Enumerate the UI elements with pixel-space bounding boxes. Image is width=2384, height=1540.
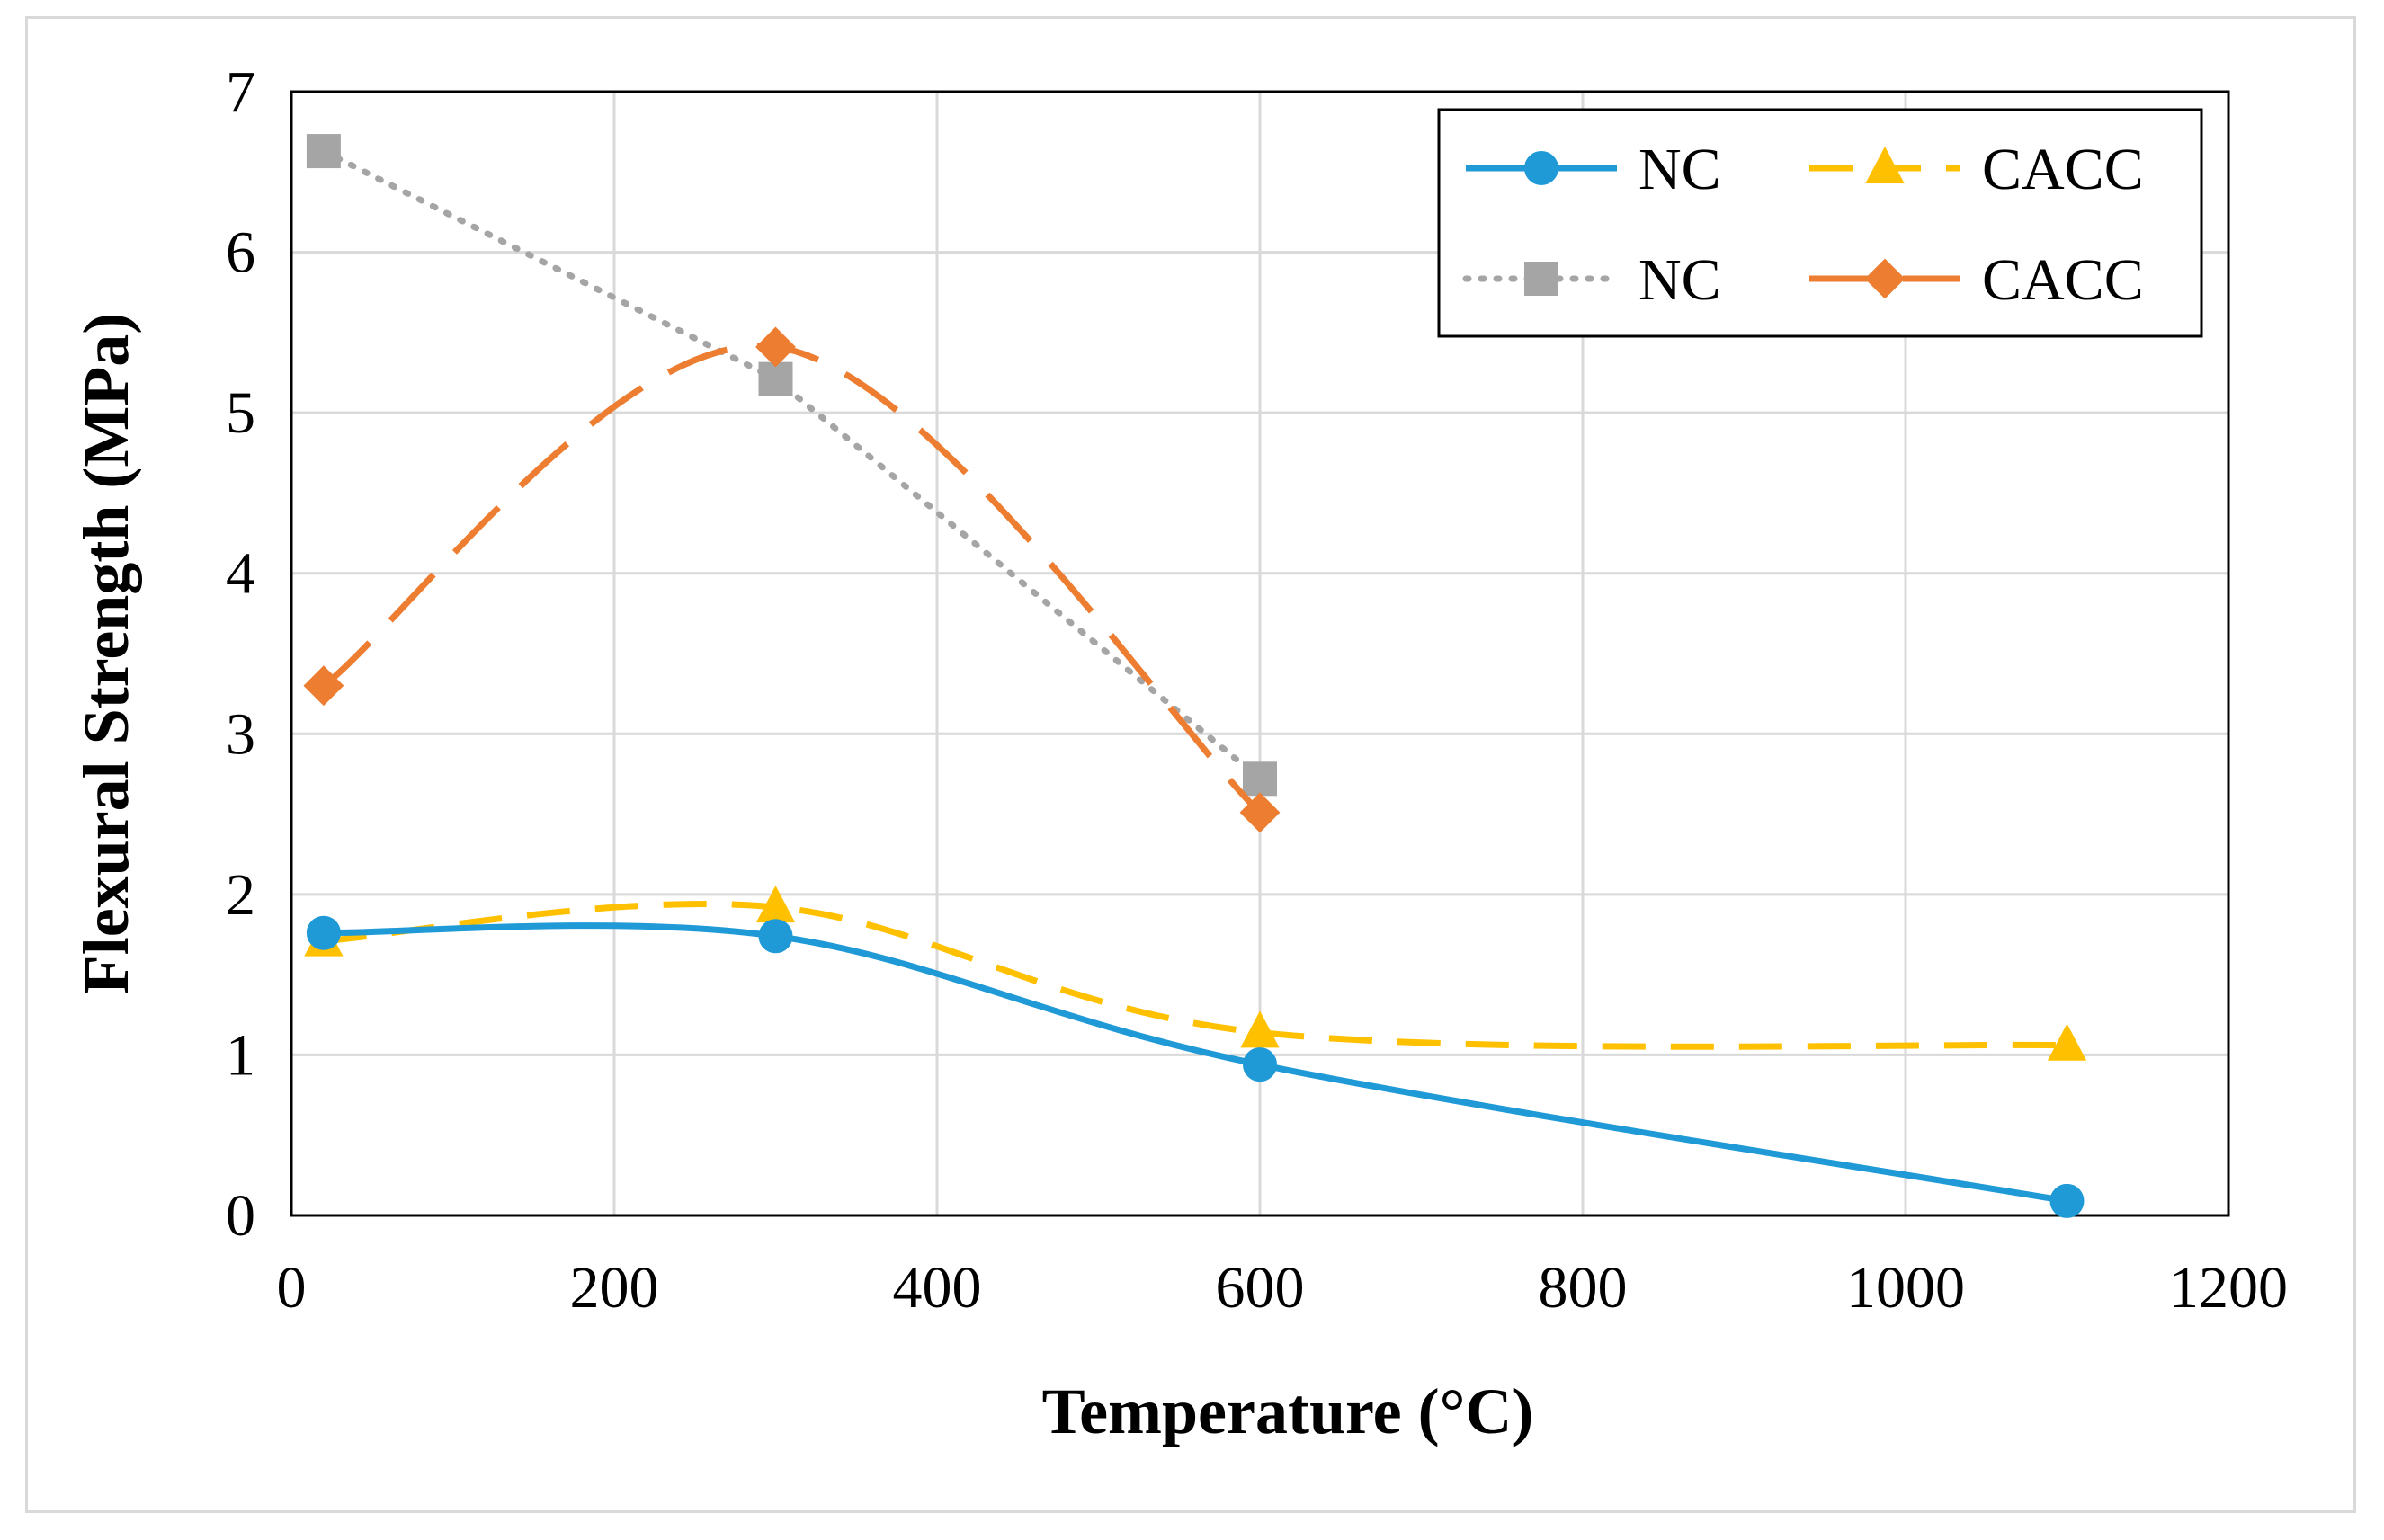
data-point-circle [306,915,341,950]
legend-label: CACC [1982,137,2144,202]
x-tick-label: 200 [570,1255,659,1321]
series-1-cacc-triangle [304,885,2087,1061]
legend-entry: CACC [1809,137,2144,202]
data-point-diamond [303,665,344,707]
y-tick-label: 1 [226,1022,255,1088]
y-tick-label: 5 [226,380,255,446]
x-tick-label: 600 [1216,1255,1305,1321]
legend-entry: CACC [1809,247,2144,313]
tick-labels: 0 200 400 600 800 1000 1200 0 1 2 3 4 5 6 7 [226,59,2288,1321]
legend-marker-triangle [1865,146,1905,183]
series-line [321,343,1263,815]
data-point-triangle [2047,1023,2087,1061]
legend-entry: NC [1466,137,1721,202]
data-point-circle [2049,1183,2085,1218]
y-tick-label: 3 [226,701,255,767]
data-point-circle [1243,1047,1277,1082]
series-3-cacc-diamond [303,326,1281,833]
legend-box [1437,108,2203,338]
data-point-square [306,134,341,169]
y-tick-label: 4 [226,541,255,607]
series-layer [303,134,2087,1218]
data-point-diamond [755,326,796,368]
data-point-square [1243,761,1277,797]
series-line [320,147,1263,782]
legend-marker-square [1524,262,1558,296]
x-tick-label: 800 [1539,1255,1628,1321]
x-tick-label: 400 [893,1255,982,1321]
plot-area-border [290,90,2230,1217]
legend: NC CACC NC CACC [1437,108,2203,338]
y-tick-label: 7 [226,59,255,125]
x-axis-title: Temperature (°C) [1042,1375,1534,1447]
legend-entry: NC [1462,247,1721,313]
x-tick-label: 0 [277,1255,307,1321]
legend-marker-diamond [1864,258,1906,299]
chart-frame [25,16,2356,1513]
y-tick-label: 6 [226,220,255,286]
y-tick-label: 0 [226,1183,255,1249]
legend-label: NC [1638,247,1721,313]
series-0-nc-circle [306,915,2085,1218]
data-point-triangle [1240,1010,1280,1048]
x-tick-label: 1000 [1846,1255,1965,1321]
legend-label: CACC [1982,247,2144,313]
series-line [323,922,2068,1205]
series-line [323,901,2067,1050]
data-point-square [758,361,793,396]
y-tick-label: 2 [226,862,255,928]
y-axis-title: Flexural Strength (MPa) [70,313,142,995]
data-point-diamond [1239,792,1281,833]
x-tick-label: 1200 [2169,1255,2288,1321]
series-2-nc-square [306,134,1277,797]
data-point-circle [758,919,793,954]
legend-marker-circle [1524,151,1558,185]
legend-label: NC [1638,137,1721,202]
